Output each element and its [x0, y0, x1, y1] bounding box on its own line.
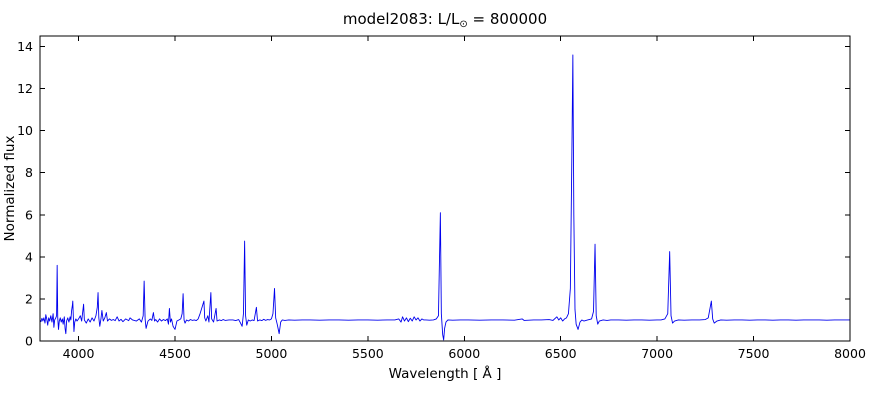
sun-symbol: ⊙	[459, 19, 468, 30]
y-tick-label: 12	[17, 81, 33, 96]
x-tick-label: 7500	[738, 346, 770, 361]
x-tick-label: 6000	[448, 346, 480, 361]
y-tick-label: 2	[25, 291, 33, 306]
y-tick-label: 10	[17, 123, 33, 138]
x-tick-label: 5000	[256, 346, 288, 361]
y-tick-label: 0	[25, 334, 33, 349]
x-tick-label: 8000	[834, 346, 866, 361]
y-tick-label: 6	[25, 207, 33, 222]
axes-frame	[39, 35, 851, 342]
x-tick-label: 6500	[545, 346, 577, 361]
x-tick-label: 5500	[352, 346, 384, 361]
x-axis-label: Wavelength [ Å ]	[389, 365, 502, 382]
plot-title: model2083: L/L⊙ = 800000	[40, 10, 850, 30]
spectrum-line	[40, 54, 850, 341]
y-axis-label: Normalized flux	[2, 136, 18, 242]
x-tick-label: 7000	[641, 346, 673, 361]
plot-title-prefix: model2083: L/L	[342, 10, 460, 28]
plot-title-suffix: = 800000	[467, 10, 548, 28]
y-tick-label: 4	[25, 249, 33, 264]
y-tick-label: 8	[25, 165, 33, 180]
x-tick-label: 4500	[159, 346, 191, 361]
x-tick-label: 4000	[63, 346, 95, 361]
y-tick-label: 14	[17, 39, 33, 54]
